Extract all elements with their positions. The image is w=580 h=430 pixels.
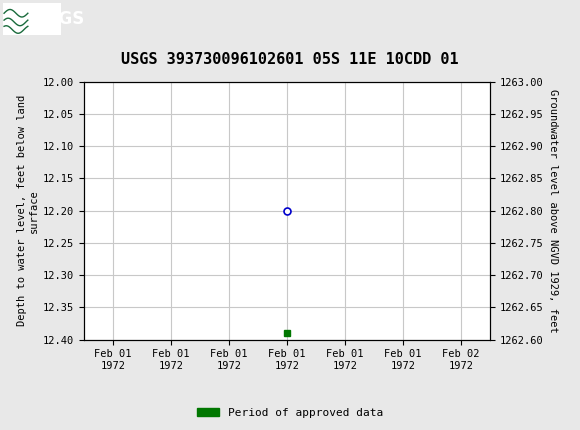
Y-axis label: Groundwater level above NGVD 1929, feet: Groundwater level above NGVD 1929, feet — [548, 89, 558, 332]
Legend: Period of approved data: Period of approved data — [193, 403, 387, 422]
FancyBboxPatch shape — [3, 3, 61, 35]
Y-axis label: Depth to water level, feet below land
surface: Depth to water level, feet below land su… — [17, 95, 39, 326]
Text: USGS 393730096102601 05S 11E 10CDD 01: USGS 393730096102601 05S 11E 10CDD 01 — [121, 52, 459, 67]
Text: USGS: USGS — [33, 10, 84, 28]
